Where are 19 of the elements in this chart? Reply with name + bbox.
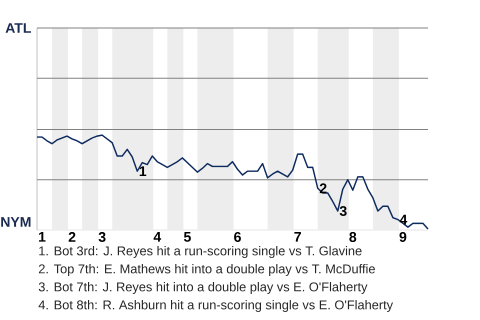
text: 2. Top 7th: E. Mathews hit into a double play vs T. McDuffie: [38, 264, 375, 276]
text: 1. Bot 3rd: J. Reyes hit a run-scoring single vs T. Glavine: [39, 246, 362, 258]
annotation: 1: [140, 166, 146, 176]
text: ATL: [6, 23, 31, 33]
x-tick-label: 4: [154, 232, 162, 242]
x-tick-label: 3: [98, 232, 106, 242]
annotation: 4: [400, 214, 408, 224]
text: 4. Bot 8th: R. Ashburn hit a run-scoring single vs E. O'Flaherty: [38, 300, 394, 312]
x-tick-label: 5: [184, 232, 191, 242]
x-tick-label: 9: [400, 232, 406, 242]
x-tick-label: 7: [294, 232, 301, 242]
x-tick-label: 6: [234, 232, 241, 242]
text: 3. Bot 7th: J. Reyes hit into a double play vs E. O'Flaherty: [38, 282, 368, 294]
x-tick-label: 1: [39, 232, 46, 242]
annotation: 2: [320, 183, 327, 194]
text: NYM: [1, 217, 30, 227]
x-tick-label: 8: [349, 232, 356, 242]
x-tick-label: 2: [68, 232, 76, 242]
annotation: 3: [340, 206, 347, 216]
